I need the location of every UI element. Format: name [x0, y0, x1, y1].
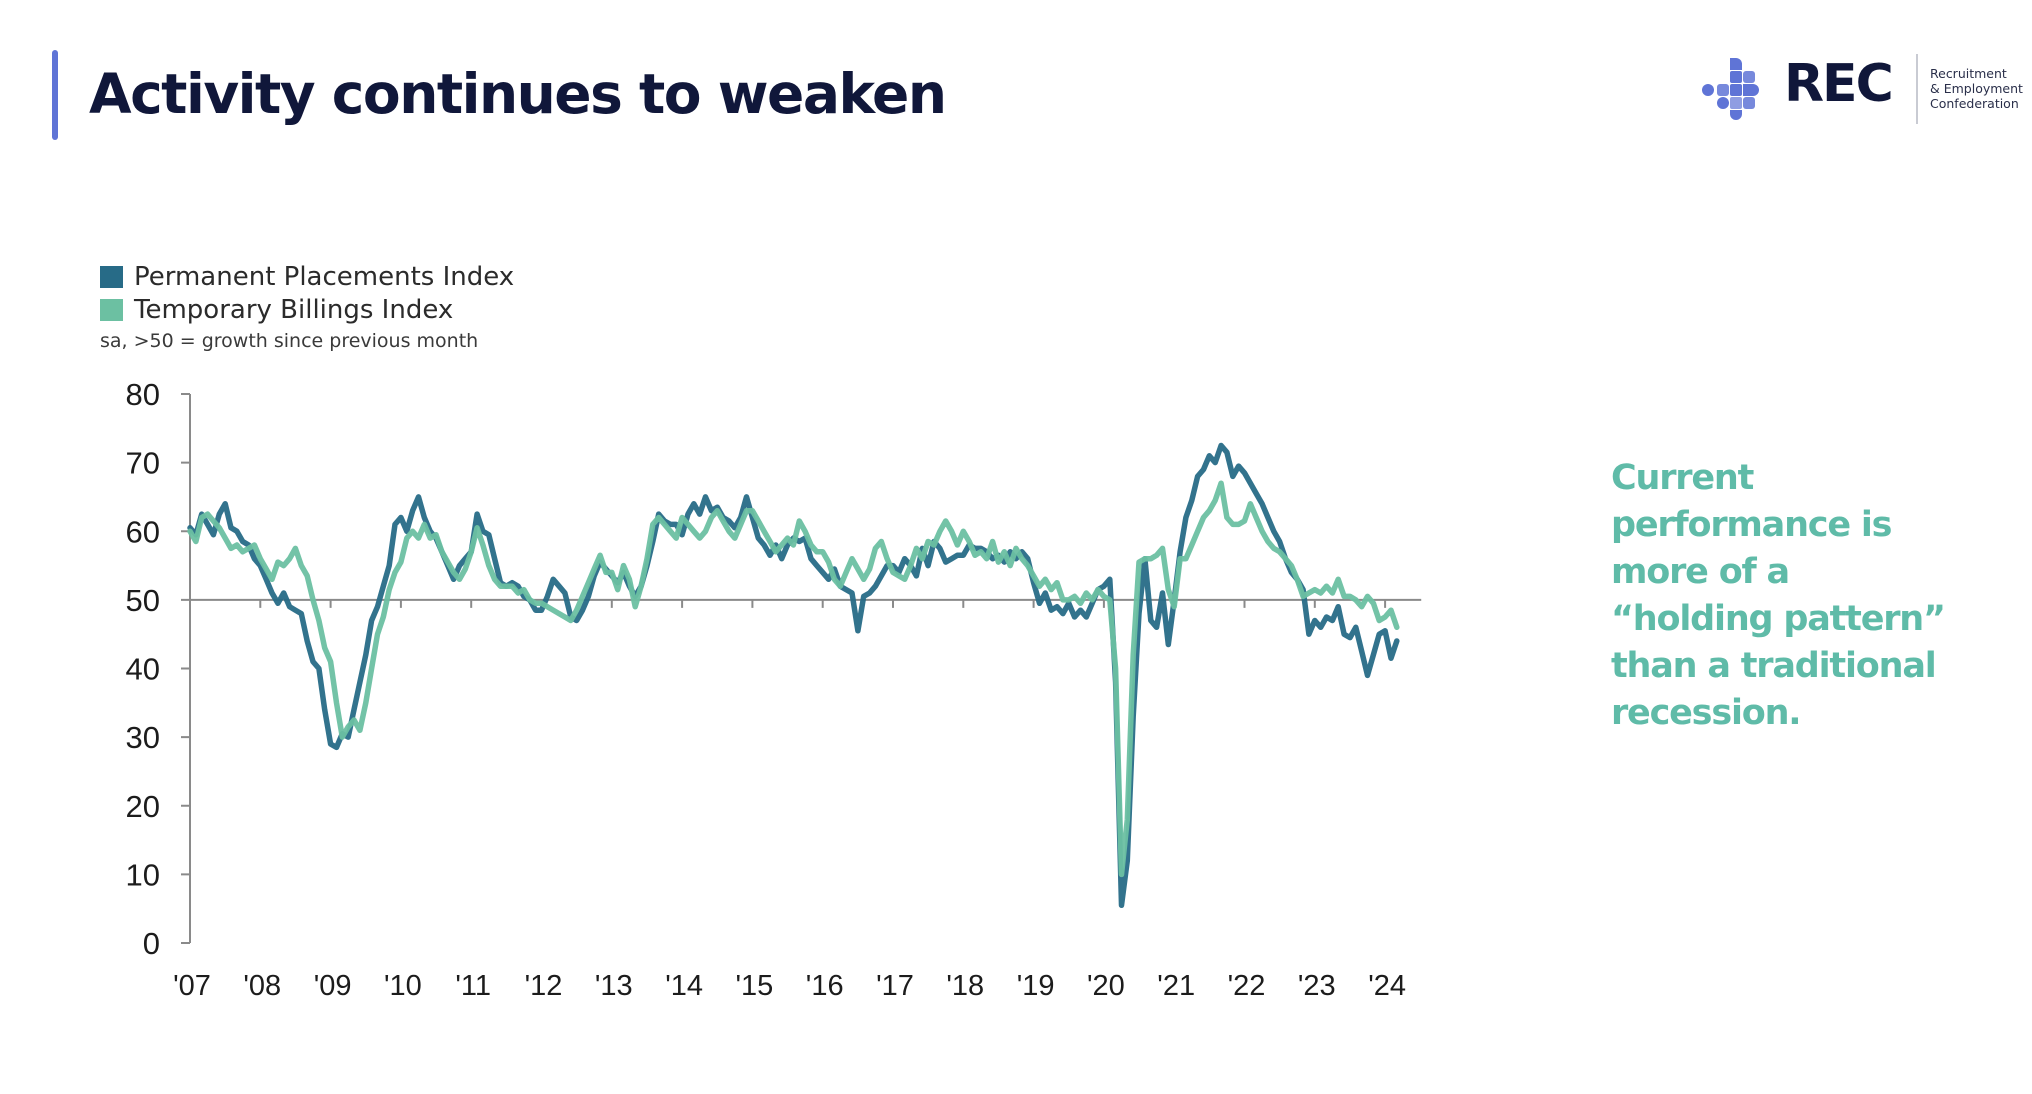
callout-line: than a traditional [1611, 646, 1937, 686]
x-tick-label: '09 [314, 970, 352, 1002]
y-tick-label: 50 [126, 583, 160, 618]
legend-item-temporary: Temporary Billings Index [100, 293, 514, 326]
x-tick-label: '12 [525, 970, 563, 1002]
x-tick-label: '24 [1368, 970, 1406, 1002]
legend-swatch-permanent [100, 265, 123, 288]
x-tick-label: '07 [173, 970, 211, 1002]
x-tick-label: '18 [946, 970, 984, 1002]
y-tick-label: 70 [126, 446, 160, 481]
x-tick-label: '23 [1298, 970, 1336, 1002]
x-tick-label: '16 [806, 970, 844, 1002]
x-tick-label: '13 [595, 970, 633, 1002]
y-axis: 0 10 20 30 40 50 60 70 80 [126, 377, 191, 961]
series-line-temporary-billings [187, 480, 1400, 878]
x-tick-label: '15 [736, 970, 774, 1002]
logo-divider [1916, 54, 1918, 124]
y-tick-label: 10 [126, 857, 160, 892]
rec-cross-dots-logo-icon [1702, 58, 1759, 120]
x-tick-label: '22 [1228, 970, 1266, 1002]
x-axis: '07 '08 '09 '10 '11 '12 '13 '14 '15 '16 '17 '18 '19 '… [173, 598, 1422, 1002]
chart-legend: Permanent Placements Index Temporary Bil… [100, 260, 514, 352]
logo-subtitle-line: Recruitment [1930, 66, 2007, 81]
legend-label-temporary: Temporary Billings Index [134, 294, 454, 325]
x-tick-label: '08 [243, 970, 281, 1002]
x-tick-label: '10 [384, 970, 422, 1002]
y-tick-label: 20 [126, 789, 160, 824]
y-tick-label: 0 [143, 926, 160, 961]
y-tick-label: 30 [126, 720, 160, 755]
series-layer [187, 442, 1400, 909]
page-title: Activity continues to weaken [89, 62, 947, 126]
callout-line: Current [1611, 458, 1754, 498]
callout-line: “holding pattern” [1611, 599, 1946, 639]
y-tick-label: 40 [126, 652, 160, 687]
logo-subtitle: Recruitment & Employment Confederation [1930, 66, 2023, 111]
legend-item-permanent: Permanent Placements Index [100, 260, 514, 293]
callout-line: performance is [1611, 505, 1892, 545]
x-tick-label: '21 [1157, 970, 1195, 1002]
logo-wordmark: REC [1784, 54, 1894, 114]
x-tick-label: '14 [665, 970, 703, 1002]
x-tick-label: '17 [876, 970, 914, 1002]
y-tick-label: 80 [126, 377, 160, 412]
legend-swatch-temporary [100, 298, 123, 321]
y-tick-label: 60 [126, 514, 160, 549]
callout-line: recession. [1611, 693, 1802, 733]
logo-subtitle-line: Confederation [1930, 96, 2019, 111]
callout-text: Current performance is more of a “holdin… [1611, 455, 1946, 737]
chart-note: sa, >50 = growth since previous month [100, 330, 479, 352]
rec-logo: REC Recruitment & Employment Confederati… [1700, 50, 2023, 130]
x-tick-label: '20 [1087, 970, 1125, 1002]
x-tick-label: '19 [1017, 970, 1055, 1002]
x-tick-label: '11 [455, 970, 491, 1002]
title-accent-bar [52, 50, 58, 140]
legend-label-permanent: Permanent Placements Index [134, 261, 515, 292]
logo-subtitle-line: & Employment [1930, 81, 2023, 96]
callout-line: more of a [1611, 552, 1790, 592]
